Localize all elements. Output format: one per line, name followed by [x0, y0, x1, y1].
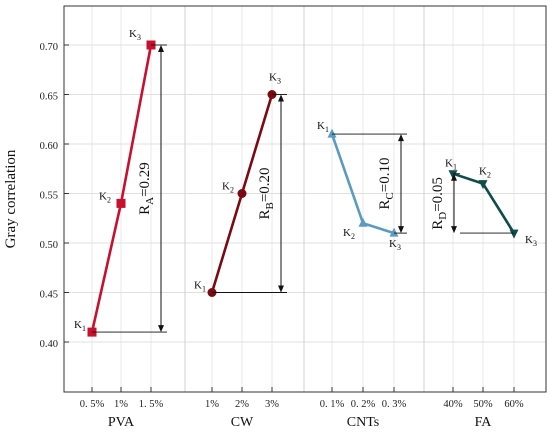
range-label-fa: RD=0.05: [430, 177, 449, 230]
range-arrow-head-up: [158, 45, 164, 52]
range-label-cnts: RC=0.10: [377, 158, 396, 210]
y-tick-label: 0.50: [40, 240, 58, 251]
point-label: K1: [74, 319, 86, 333]
range-arrow-head-down: [278, 285, 284, 293]
range-arrow-head-down: [451, 226, 457, 234]
group-label-cnts: CNTs: [347, 415, 379, 430]
data-point: [509, 229, 519, 239]
range-arrow-head-down: [398, 226, 404, 234]
point-label: K3: [525, 234, 537, 248]
point-label: K3: [269, 72, 281, 86]
y-tick-label: 0.65: [40, 92, 58, 103]
point-label: K1: [445, 158, 457, 172]
range-arrow-head-up: [398, 134, 404, 142]
data-point: [116, 198, 126, 208]
point-label: K3: [129, 28, 141, 42]
range-arrow-head-up: [278, 94, 284, 102]
data-point: [358, 217, 368, 227]
x-tick-label: 0. 1%: [320, 399, 345, 410]
range-arrow-head-up: [451, 173, 457, 181]
annotation-layer: K1 K2 K3 RA=0.29 K1 K2 K3 RB=0.20 K1 K2 K3 RC=0.10 K…: [74, 28, 537, 333]
x-tick-label: 0. 2%: [351, 399, 376, 410]
group-label-pva: PVA: [108, 415, 135, 430]
group-label-cw: CW: [231, 415, 254, 430]
data-point: [478, 180, 488, 190]
x-tick-label: 3%: [265, 399, 279, 410]
range-arrow-head-down: [158, 325, 164, 333]
point-label: K3: [389, 238, 401, 252]
x-tick-label: 0. 3%: [382, 399, 407, 410]
x-tick-label: 1%: [205, 399, 219, 410]
x-tick-label: 1%: [114, 399, 128, 410]
range-label-pva: RA=0.29: [137, 162, 156, 215]
x-tick-label: 1. 5%: [139, 399, 164, 410]
y-tick-label: 0.55: [40, 191, 58, 202]
point-label: K1: [317, 120, 329, 134]
y-tick-label: 0.70: [40, 42, 58, 53]
y-tick-label: 0.40: [40, 339, 58, 350]
data-point: [389, 227, 399, 237]
data-point: [327, 128, 337, 138]
x-tick-label: 2%: [235, 399, 249, 410]
grid-layer: [64, 6, 546, 392]
axis-layer: 0.40 0.45 0.50 0.55 0.60 0.65 0.70 0. 5% 1% 1. 5%…: [40, 42, 524, 430]
group-label-fa: FA: [475, 415, 493, 430]
data-point: [237, 189, 247, 198]
point-label: K2: [343, 227, 355, 241]
y-axis-title: Gray correlation: [3, 149, 19, 248]
series-layer: [87, 40, 519, 337]
point-label: K1: [194, 280, 206, 294]
x-tick-label: 50%: [473, 399, 493, 410]
point-label: K2: [99, 190, 111, 204]
x-tick-label: 40%: [443, 399, 463, 410]
y-tick-label: 0.60: [40, 141, 58, 152]
x-tick-label: 0. 5%: [80, 399, 105, 410]
point-label: K2: [479, 166, 491, 180]
range-label-cw: RB=0.20: [257, 167, 276, 219]
x-tick-label: 60%: [504, 399, 524, 410]
point-label: K2: [222, 181, 234, 195]
data-point: [448, 170, 458, 180]
plot-frame: [63, 5, 547, 393]
y-tick-label: 0.45: [40, 290, 58, 301]
